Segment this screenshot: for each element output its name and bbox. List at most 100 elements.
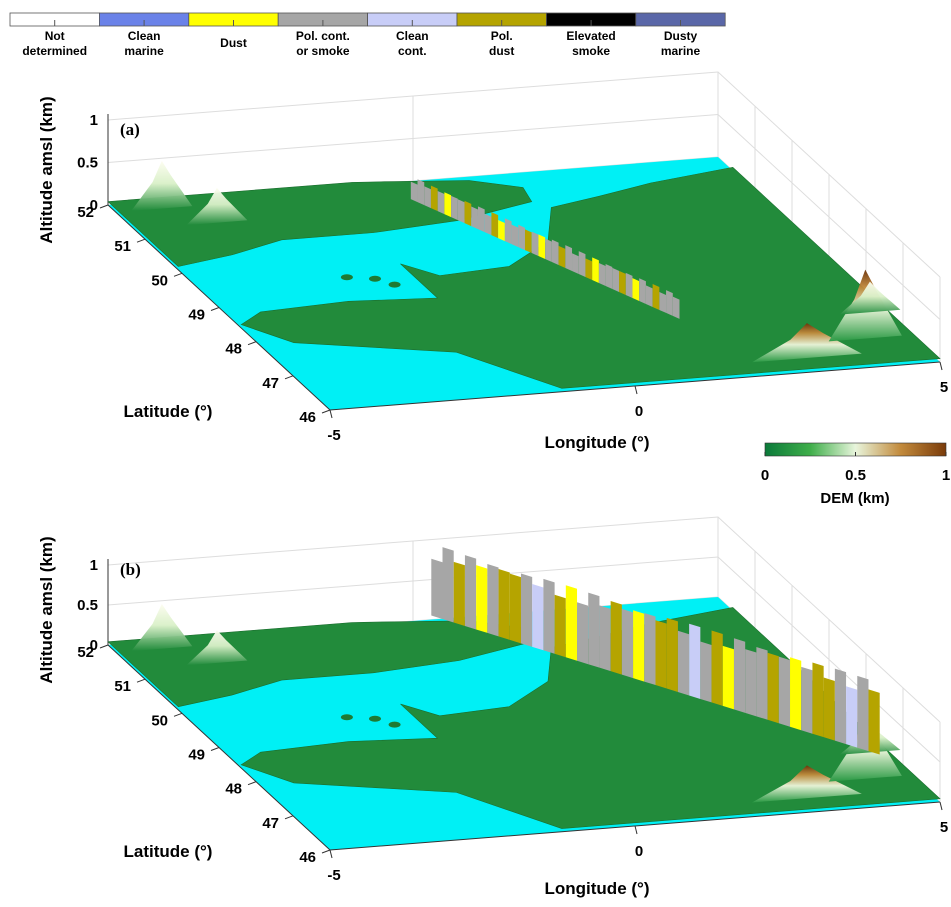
aerosol-curtain: [443, 547, 454, 622]
colorbar-tick-label: 0.5: [845, 467, 866, 484]
x-tick: [330, 850, 332, 858]
aerosol-curtain: [518, 225, 525, 250]
island: [389, 282, 401, 288]
y-tick-label: 48: [225, 341, 242, 358]
z-tick-label: 1: [90, 112, 98, 129]
aerosol-curtain: [487, 564, 498, 636]
y-tick-label: 51: [114, 678, 131, 695]
x-tick-label: 0: [635, 403, 643, 420]
x-axis-label: Longitude (°): [545, 879, 650, 898]
aerosol-curtain: [599, 605, 610, 671]
aerosol-curtain: [619, 271, 626, 295]
aerosol-curtain: [451, 196, 458, 220]
y-axis-label: Latitude (°): [124, 402, 213, 421]
aerosol-curtain: [431, 559, 442, 619]
aerosol-curtain: [599, 263, 606, 286]
aerosol-curtain: [458, 199, 465, 223]
y-tick: [211, 748, 219, 751]
aerosol-curtain: [579, 251, 586, 277]
aerosol-curtain: [659, 292, 666, 313]
x-tick: [635, 386, 637, 394]
aerosol-curtain: [611, 601, 622, 675]
aerosol-curtain: [835, 669, 846, 744]
y-tick: [322, 410, 330, 413]
aerosol-curtain: [555, 595, 566, 658]
aerosol-curtain: [444, 192, 451, 217]
legend-label: or smoke: [296, 44, 350, 58]
y-tick-label: 52: [77, 204, 94, 221]
aerosol-curtain: [646, 285, 653, 307]
y-tick: [174, 713, 182, 716]
island: [389, 722, 401, 728]
aerosol-curtain: [565, 245, 572, 271]
y-tick-label: 49: [188, 747, 205, 764]
aerosol-curtain: [639, 278, 646, 304]
aerosol-curtain: [626, 273, 633, 298]
z-tick-label: 0.5: [77, 155, 98, 172]
legend-label: Elevated: [566, 29, 615, 43]
aerosol-curtain: [790, 657, 801, 730]
x-tick-label: 0: [635, 843, 643, 860]
y-tick: [248, 782, 256, 785]
aerosol-curtain: [745, 649, 756, 716]
aerosol-curtain: [622, 609, 633, 678]
aerosol-curtain: [478, 206, 485, 232]
aerosol-curtain: [525, 229, 532, 253]
legend-label: Pol. cont.: [296, 29, 350, 43]
x-tick: [940, 362, 942, 370]
aerosol-curtain: [644, 613, 655, 685]
x-axis-label: Longitude (°): [545, 433, 650, 452]
aerosol-curtain: [801, 667, 812, 734]
y-tick: [211, 308, 219, 311]
aerosol-curtain: [577, 602, 588, 664]
aerosol-curtain: [612, 268, 619, 292]
aerosol-curtain: [485, 214, 492, 235]
aerosol-curtain: [465, 201, 472, 226]
legend-label: marine: [124, 44, 164, 58]
aerosol-curtain: [532, 584, 543, 650]
y-tick: [100, 205, 108, 208]
aerosol-curtain: [768, 653, 779, 723]
mountain: [131, 161, 192, 211]
aerosol-curtain: [454, 562, 465, 626]
y-tick-label: 47: [262, 375, 279, 392]
legend-label: dust: [489, 44, 514, 58]
aerosol-curtain: [545, 239, 552, 262]
aerosol-curtain: [700, 642, 711, 703]
legend-label: Dust: [220, 36, 247, 50]
aerosol-curtain: [411, 182, 418, 203]
aerosol-curtain: [512, 225, 519, 247]
aerosol-curtain: [712, 630, 723, 705]
aerosol-curtain: [559, 246, 566, 268]
x-tick-label: 5: [940, 819, 948, 836]
aerosol-curtain: [666, 290, 673, 316]
legend-label: smoke: [572, 44, 610, 58]
aerosol-curtain: [779, 657, 790, 727]
aerosol-curtain: [521, 573, 532, 646]
aerosol-curtain: [678, 631, 689, 696]
aerosol-curtain: [673, 297, 680, 319]
aerosol-curtain: [471, 206, 478, 229]
aerosol-curtain: [572, 253, 579, 274]
y-axis-label: Latitude (°): [124, 842, 213, 861]
z-axis-label: Altitude amsl (km): [37, 96, 56, 243]
island: [341, 714, 353, 720]
aerosol-curtain: [632, 278, 639, 301]
x-tick: [330, 410, 332, 418]
island: [341, 274, 353, 280]
legend-label: cont.: [398, 44, 427, 58]
aerosol-curtain: [424, 186, 431, 208]
aerosol-curtain: [566, 585, 577, 660]
y-tick: [174, 273, 182, 276]
aerosol-curtain: [592, 257, 599, 283]
aerosol-curtain: [465, 555, 476, 629]
panel-label: (a): [120, 120, 140, 139]
legend-label: Not: [45, 29, 65, 43]
x-tick-label: -5: [327, 867, 340, 884]
x-tick-label: -5: [327, 427, 340, 444]
x-tick: [940, 802, 942, 810]
colorbar-label: DEM (km): [820, 490, 889, 507]
y-tick-label: 50: [151, 712, 168, 729]
y-tick-label: 49: [188, 307, 205, 324]
